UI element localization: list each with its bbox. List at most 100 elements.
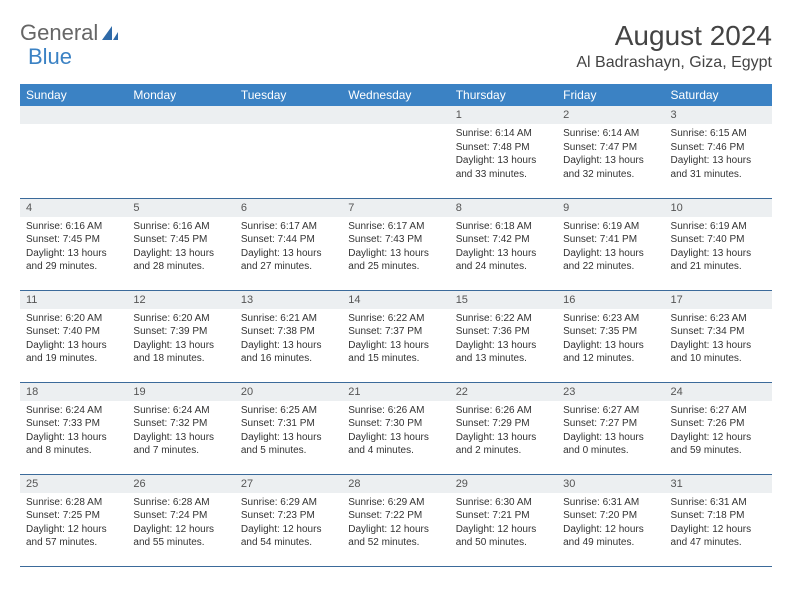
day-content: Sunrise: 6:20 AMSunset: 7:39 PMDaylight:… (127, 309, 234, 370)
day-content: Sunrise: 6:29 AMSunset: 7:23 PMDaylight:… (235, 493, 342, 554)
daylight-text: Daylight: 12 hours and 47 minutes. (671, 523, 766, 550)
calendar-cell: 31Sunrise: 6:31 AMSunset: 7:18 PMDayligh… (665, 474, 772, 566)
sunset-text: Sunset: 7:40 PM (26, 325, 121, 339)
sunrise-text: Sunrise: 6:31 AM (671, 496, 766, 510)
day-content: Sunrise: 6:30 AMSunset: 7:21 PMDaylight:… (450, 493, 557, 554)
day-content: Sunrise: 6:26 AMSunset: 7:30 PMDaylight:… (342, 401, 449, 462)
calendar-cell: 30Sunrise: 6:31 AMSunset: 7:20 PMDayligh… (557, 474, 664, 566)
day-header: Tuesday (235, 84, 342, 106)
sunrise-text: Sunrise: 6:16 AM (26, 220, 121, 234)
day-number (235, 106, 342, 124)
calendar-row: 25Sunrise: 6:28 AMSunset: 7:25 PMDayligh… (20, 474, 772, 566)
day-number: 15 (450, 291, 557, 309)
day-number: 21 (342, 383, 449, 401)
day-content: Sunrise: 6:28 AMSunset: 7:24 PMDaylight:… (127, 493, 234, 554)
daylight-text: Daylight: 12 hours and 59 minutes. (671, 431, 766, 458)
title-block: August 2024 Al Badrashayn, Giza, Egypt (576, 20, 772, 72)
sunset-text: Sunset: 7:18 PM (671, 509, 766, 523)
sunrise-text: Sunrise: 6:14 AM (563, 127, 658, 141)
sunrise-text: Sunrise: 6:25 AM (241, 404, 336, 418)
day-content: Sunrise: 6:15 AMSunset: 7:46 PMDaylight:… (665, 124, 772, 185)
sunrise-text: Sunrise: 6:27 AM (671, 404, 766, 418)
day-number: 31 (665, 475, 772, 493)
sunrise-text: Sunrise: 6:17 AM (241, 220, 336, 234)
day-content: Sunrise: 6:29 AMSunset: 7:22 PMDaylight:… (342, 493, 449, 554)
day-content (127, 124, 234, 131)
sunrise-text: Sunrise: 6:18 AM (456, 220, 551, 234)
day-number: 2 (557, 106, 664, 124)
day-number (127, 106, 234, 124)
day-content: Sunrise: 6:21 AMSunset: 7:38 PMDaylight:… (235, 309, 342, 370)
sunset-text: Sunset: 7:32 PM (133, 417, 228, 431)
day-number: 25 (20, 475, 127, 493)
sunrise-text: Sunrise: 6:23 AM (563, 312, 658, 326)
calendar-cell: 22Sunrise: 6:26 AMSunset: 7:29 PMDayligh… (450, 382, 557, 474)
sunrise-text: Sunrise: 6:16 AM (133, 220, 228, 234)
sunset-text: Sunset: 7:27 PM (563, 417, 658, 431)
day-content (20, 124, 127, 131)
day-header: Wednesday (342, 84, 449, 106)
daylight-text: Daylight: 13 hours and 29 minutes. (26, 247, 121, 274)
daylight-text: Daylight: 13 hours and 10 minutes. (671, 339, 766, 366)
sunrise-text: Sunrise: 6:19 AM (671, 220, 766, 234)
calendar-cell: 29Sunrise: 6:30 AMSunset: 7:21 PMDayligh… (450, 474, 557, 566)
daylight-text: Daylight: 13 hours and 32 minutes. (563, 154, 658, 181)
day-content: Sunrise: 6:14 AMSunset: 7:47 PMDaylight:… (557, 124, 664, 185)
sunrise-text: Sunrise: 6:29 AM (348, 496, 443, 510)
sunset-text: Sunset: 7:20 PM (563, 509, 658, 523)
day-content: Sunrise: 6:18 AMSunset: 7:42 PMDaylight:… (450, 217, 557, 278)
sunrise-text: Sunrise: 6:20 AM (133, 312, 228, 326)
daylight-text: Daylight: 13 hours and 22 minutes. (563, 247, 658, 274)
daylight-text: Daylight: 12 hours and 55 minutes. (133, 523, 228, 550)
sunset-text: Sunset: 7:48 PM (456, 141, 551, 155)
sunset-text: Sunset: 7:33 PM (26, 417, 121, 431)
sunset-text: Sunset: 7:37 PM (348, 325, 443, 339)
calendar-cell: 6Sunrise: 6:17 AMSunset: 7:44 PMDaylight… (235, 198, 342, 290)
sunset-text: Sunset: 7:36 PM (456, 325, 551, 339)
day-number: 20 (235, 383, 342, 401)
sunrise-text: Sunrise: 6:15 AM (671, 127, 766, 141)
daylight-text: Daylight: 12 hours and 49 minutes. (563, 523, 658, 550)
sunset-text: Sunset: 7:38 PM (241, 325, 336, 339)
day-number (342, 106, 449, 124)
daylight-text: Daylight: 13 hours and 13 minutes. (456, 339, 551, 366)
calendar-head: SundayMondayTuesdayWednesdayThursdayFrid… (20, 84, 772, 106)
day-number: 29 (450, 475, 557, 493)
daylight-text: Daylight: 13 hours and 5 minutes. (241, 431, 336, 458)
daylight-text: Daylight: 13 hours and 21 minutes. (671, 247, 766, 274)
day-content: Sunrise: 6:16 AMSunset: 7:45 PMDaylight:… (127, 217, 234, 278)
day-number: 24 (665, 383, 772, 401)
sunrise-text: Sunrise: 6:23 AM (671, 312, 766, 326)
sunset-text: Sunset: 7:23 PM (241, 509, 336, 523)
sunset-text: Sunset: 7:40 PM (671, 233, 766, 247)
month-title: August 2024 (576, 20, 772, 52)
day-content: Sunrise: 6:27 AMSunset: 7:27 PMDaylight:… (557, 401, 664, 462)
sunrise-text: Sunrise: 6:28 AM (133, 496, 228, 510)
day-content: Sunrise: 6:23 AMSunset: 7:35 PMDaylight:… (557, 309, 664, 370)
daylight-text: Daylight: 13 hours and 25 minutes. (348, 247, 443, 274)
sunrise-text: Sunrise: 6:29 AM (241, 496, 336, 510)
day-content: Sunrise: 6:17 AMSunset: 7:44 PMDaylight:… (235, 217, 342, 278)
location-text: Al Badrashayn, Giza, Egypt (576, 54, 772, 72)
day-content: Sunrise: 6:17 AMSunset: 7:43 PMDaylight:… (342, 217, 449, 278)
day-content: Sunrise: 6:31 AMSunset: 7:18 PMDaylight:… (665, 493, 772, 554)
day-number: 8 (450, 199, 557, 217)
day-header: Saturday (665, 84, 772, 106)
day-number: 10 (665, 199, 772, 217)
logo: General (20, 20, 120, 46)
day-content: Sunrise: 6:24 AMSunset: 7:33 PMDaylight:… (20, 401, 127, 462)
sunset-text: Sunset: 7:43 PM (348, 233, 443, 247)
day-number: 13 (235, 291, 342, 309)
sunset-text: Sunset: 7:29 PM (456, 417, 551, 431)
day-content (235, 124, 342, 131)
daylight-text: Daylight: 13 hours and 19 minutes. (26, 339, 121, 366)
day-content: Sunrise: 6:23 AMSunset: 7:34 PMDaylight:… (665, 309, 772, 370)
calendar-cell: 27Sunrise: 6:29 AMSunset: 7:23 PMDayligh… (235, 474, 342, 566)
day-number: 1 (450, 106, 557, 124)
day-number: 28 (342, 475, 449, 493)
sunset-text: Sunset: 7:46 PM (671, 141, 766, 155)
daylight-text: Daylight: 13 hours and 15 minutes. (348, 339, 443, 366)
day-number: 19 (127, 383, 234, 401)
sunrise-text: Sunrise: 6:20 AM (26, 312, 121, 326)
day-content: Sunrise: 6:19 AMSunset: 7:40 PMDaylight:… (665, 217, 772, 278)
